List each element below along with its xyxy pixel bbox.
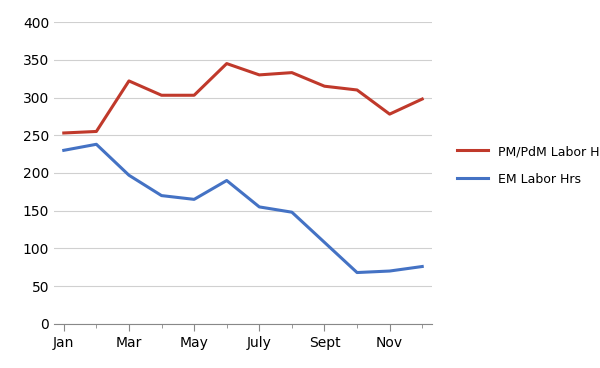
PM/PdM Labor Hours — [158, 93, 165, 98]
Legend: PM/PdM Labor Hours, EM Labor Hrs: PM/PdM Labor Hours, EM Labor Hrs — [450, 139, 600, 192]
PM/PdM Labor Hours — [419, 97, 426, 101]
EM Labor Hrs — [288, 210, 295, 215]
PM/PdM Labor Hours — [353, 88, 361, 92]
PM/PdM Labor Hours — [60, 131, 67, 135]
PM/PdM Labor Hours — [93, 129, 100, 134]
EM Labor Hrs — [191, 197, 198, 202]
PM/PdM Labor Hours — [191, 93, 198, 98]
PM/PdM Labor Hours — [288, 70, 295, 75]
EM Labor Hrs — [386, 269, 393, 273]
PM/PdM Labor Hours — [386, 112, 393, 116]
EM Labor Hrs — [125, 173, 133, 177]
EM Labor Hrs — [93, 142, 100, 146]
PM/PdM Labor Hours — [223, 61, 230, 66]
EM Labor Hrs — [419, 264, 426, 269]
EM Labor Hrs — [256, 205, 263, 209]
EM Labor Hrs — [60, 148, 67, 152]
PM/PdM Labor Hours — [125, 79, 133, 83]
Line: PM/PdM Labor Hours: PM/PdM Labor Hours — [64, 64, 422, 133]
PM/PdM Labor Hours — [321, 84, 328, 88]
EM Labor Hrs — [321, 240, 328, 245]
EM Labor Hrs — [158, 194, 165, 198]
EM Labor Hrs — [353, 270, 361, 275]
EM Labor Hrs — [223, 178, 230, 183]
Line: EM Labor Hrs: EM Labor Hrs — [64, 144, 422, 273]
PM/PdM Labor Hours — [256, 73, 263, 77]
